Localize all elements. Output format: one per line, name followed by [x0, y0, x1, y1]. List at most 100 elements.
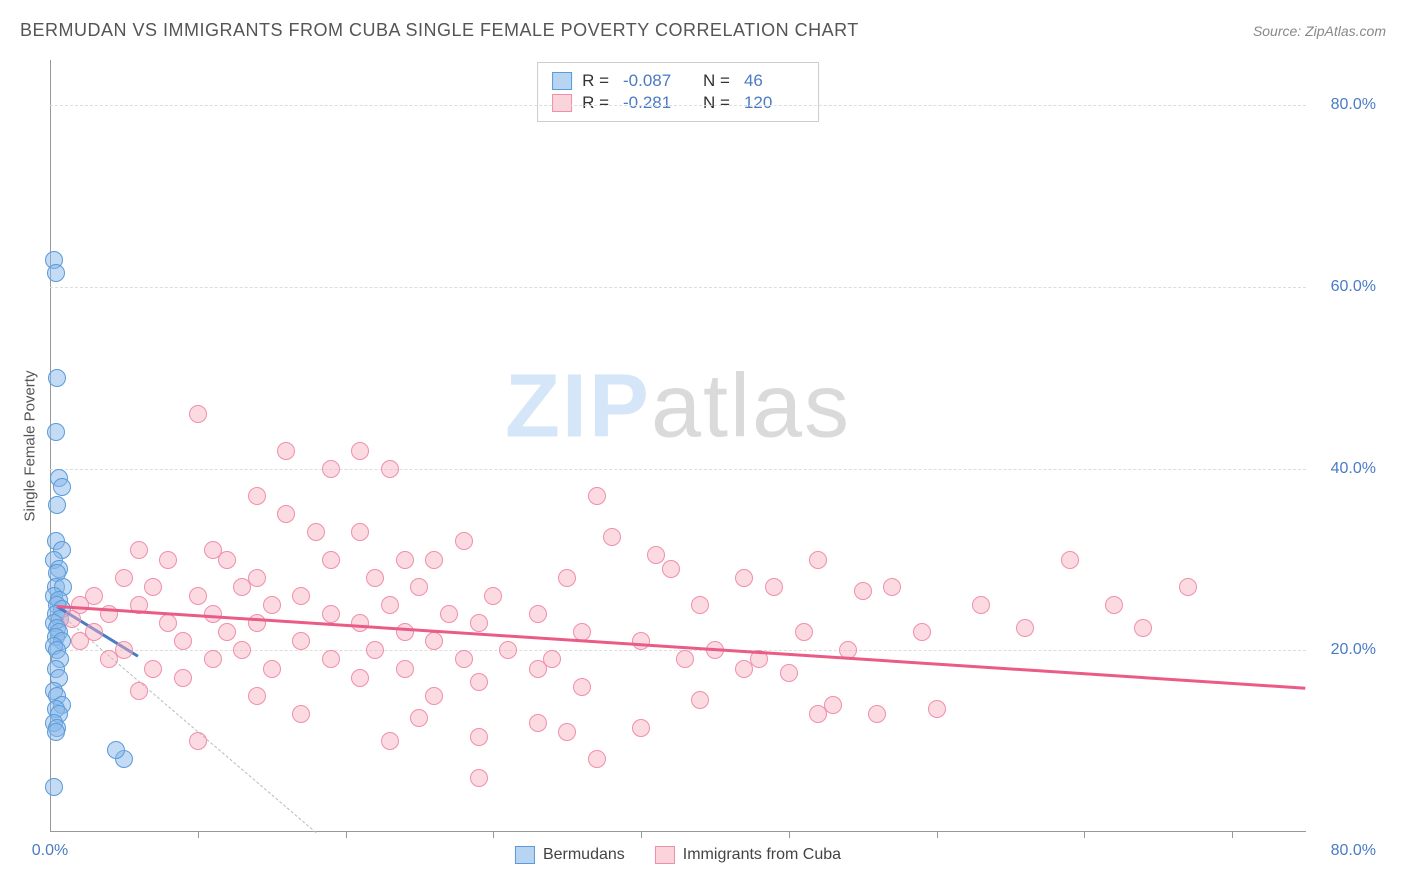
- data-point: [292, 587, 310, 605]
- data-point: [455, 532, 473, 550]
- data-point: [322, 460, 340, 478]
- data-point: [71, 632, 89, 650]
- data-point: [647, 546, 665, 564]
- data-point: [204, 650, 222, 668]
- data-point: [470, 614, 488, 632]
- data-point: [662, 560, 680, 578]
- y-tick-label: 80.0%: [1331, 96, 1376, 114]
- legend-item-bermudans: Bermudans: [515, 846, 625, 864]
- data-point: [868, 705, 886, 723]
- data-point: [780, 664, 798, 682]
- data-point: [189, 587, 207, 605]
- data-point: [913, 623, 931, 641]
- data-point: [425, 551, 443, 569]
- data-point: [1179, 578, 1197, 596]
- data-point: [410, 709, 428, 727]
- data-point: [484, 587, 502, 605]
- data-point: [130, 682, 148, 700]
- data-point: [263, 596, 281, 614]
- data-point: [322, 551, 340, 569]
- data-point: [63, 610, 81, 628]
- data-point: [48, 369, 66, 387]
- legend: Bermudans Immigrants from Cuba: [515, 846, 841, 864]
- data-point: [218, 551, 236, 569]
- data-point: [248, 487, 266, 505]
- n-value-cuba: 120: [744, 93, 804, 113]
- data-point: [470, 673, 488, 691]
- data-point: [53, 478, 71, 496]
- data-point: [735, 569, 753, 587]
- data-point: [470, 728, 488, 746]
- data-point: [1016, 619, 1034, 637]
- data-point: [972, 596, 990, 614]
- data-point: [174, 632, 192, 650]
- data-point: [263, 660, 281, 678]
- data-point: [189, 732, 207, 750]
- stats-row-bermudans: R = -0.087 N = 46: [552, 71, 804, 91]
- data-point: [795, 623, 813, 641]
- data-point: [107, 741, 125, 759]
- data-point: [47, 264, 65, 282]
- data-point: [529, 605, 547, 623]
- data-point: [381, 596, 399, 614]
- grid-line: [50, 469, 1306, 470]
- x-tick: [1232, 832, 1233, 838]
- data-point: [144, 660, 162, 678]
- data-point: [277, 505, 295, 523]
- swatch-blue-icon: [552, 72, 572, 90]
- swatch-blue-icon: [515, 846, 535, 864]
- data-point: [603, 528, 621, 546]
- watermark-light: atlas: [651, 357, 851, 457]
- data-point: [809, 705, 827, 723]
- watermark-bold: ZIP: [505, 357, 651, 457]
- r-label: R =: [582, 93, 609, 113]
- data-point: [159, 551, 177, 569]
- data-point: [351, 523, 369, 541]
- data-point: [928, 700, 946, 718]
- data-point: [396, 660, 414, 678]
- data-point: [425, 687, 443, 705]
- data-point: [277, 442, 295, 460]
- data-point: [144, 578, 162, 596]
- legend-label-bermudans: Bermudans: [543, 846, 625, 864]
- data-point: [676, 650, 694, 668]
- n-label: N =: [703, 71, 730, 91]
- scatter-plot: ZIPatlas R = -0.087 N = 46 R = -0.281 N …: [50, 60, 1306, 832]
- r-value-cuba: -0.281: [623, 93, 683, 113]
- data-point: [366, 569, 384, 587]
- chart-area: Single Female Poverty ZIPatlas R = -0.08…: [50, 60, 1306, 832]
- data-point: [292, 705, 310, 723]
- data-point: [248, 687, 266, 705]
- data-point: [322, 650, 340, 668]
- x-tick: [789, 832, 790, 838]
- data-point: [292, 632, 310, 650]
- data-point: [425, 632, 443, 650]
- data-point: [691, 596, 709, 614]
- data-point: [883, 578, 901, 596]
- data-point: [1105, 596, 1123, 614]
- x-tick-end: 80.0%: [1331, 842, 1376, 860]
- data-point: [47, 423, 65, 441]
- chart-title: BERMUDAN VS IMMIGRANTS FROM CUBA SINGLE …: [20, 20, 859, 41]
- data-point: [632, 719, 650, 737]
- data-point: [588, 487, 606, 505]
- x-tick: [198, 832, 199, 838]
- data-point: [455, 650, 473, 668]
- data-point: [351, 442, 369, 460]
- data-point: [322, 605, 340, 623]
- data-point: [529, 714, 547, 732]
- stats-row-cuba: R = -0.281 N = 120: [552, 93, 804, 113]
- data-point: [809, 551, 827, 569]
- data-point: [558, 569, 576, 587]
- data-point: [130, 541, 148, 559]
- data-point: [470, 769, 488, 787]
- n-label: N =: [703, 93, 730, 113]
- data-point: [351, 669, 369, 687]
- data-point: [45, 778, 63, 796]
- data-point: [854, 582, 872, 600]
- x-tick: [493, 832, 494, 838]
- x-axis-line: [50, 831, 1306, 832]
- n-value-bermudans: 46: [744, 71, 804, 91]
- data-point: [48, 496, 66, 514]
- data-point: [351, 614, 369, 632]
